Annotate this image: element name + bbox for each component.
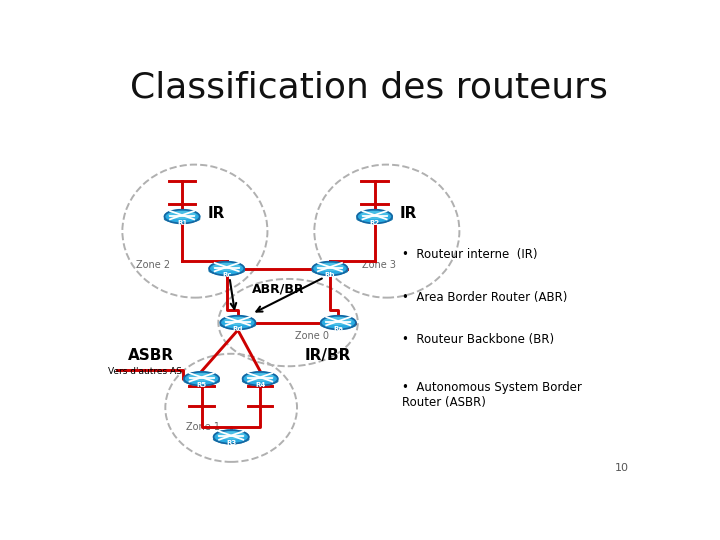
Text: •  Autonomous System Border
Router (ASBR): • Autonomous System Border Router (ASBR)	[402, 381, 582, 409]
Ellipse shape	[220, 316, 256, 329]
Text: R3: R3	[226, 440, 236, 446]
Ellipse shape	[214, 430, 248, 444]
Text: Classification des routeurs: Classification des routeurs	[130, 71, 608, 105]
Text: Zone 2: Zone 2	[136, 260, 170, 270]
Text: IR: IR	[207, 206, 225, 221]
Ellipse shape	[320, 316, 356, 329]
Ellipse shape	[312, 262, 348, 275]
Ellipse shape	[225, 318, 251, 325]
Ellipse shape	[164, 210, 199, 224]
Text: R2: R2	[369, 220, 379, 226]
Text: R4: R4	[255, 382, 266, 388]
Ellipse shape	[164, 215, 199, 222]
Ellipse shape	[168, 212, 195, 219]
Ellipse shape	[188, 374, 215, 381]
Text: •  Area Border Router (ABR): • Area Border Router (ABR)	[402, 292, 568, 305]
Text: ABR/BR: ABR/BR	[252, 282, 305, 295]
Text: 10: 10	[614, 463, 629, 473]
Text: Zone 0: Zone 0	[295, 331, 329, 341]
Ellipse shape	[317, 264, 343, 271]
Text: Rb: Rb	[325, 272, 336, 278]
Text: Vers d'autres AS: Vers d'autres AS	[108, 367, 181, 376]
Text: Ra: Ra	[333, 326, 343, 332]
Ellipse shape	[217, 432, 245, 439]
Text: R1: R1	[177, 220, 187, 226]
Ellipse shape	[184, 372, 219, 386]
Text: Zone 1: Zone 1	[186, 422, 220, 431]
Text: ASBR: ASBR	[128, 348, 174, 363]
Text: •  Routeur Backbone (BR): • Routeur Backbone (BR)	[402, 333, 554, 346]
Text: R5: R5	[197, 382, 207, 388]
Text: Rc: Rc	[222, 272, 231, 278]
Ellipse shape	[357, 210, 392, 224]
Text: Zone 3: Zone 3	[362, 260, 396, 270]
Ellipse shape	[357, 215, 392, 222]
Ellipse shape	[243, 372, 278, 386]
Ellipse shape	[209, 267, 244, 274]
Text: Rd: Rd	[233, 326, 243, 332]
Ellipse shape	[214, 436, 248, 443]
Ellipse shape	[247, 374, 274, 381]
Ellipse shape	[209, 262, 244, 275]
Ellipse shape	[243, 377, 278, 384]
Text: IR: IR	[400, 206, 417, 221]
Text: •  Routeur interne  (IR): • Routeur interne (IR)	[402, 248, 538, 261]
Text: IR/BR: IR/BR	[305, 348, 351, 363]
Ellipse shape	[213, 264, 240, 271]
Ellipse shape	[184, 377, 219, 384]
Ellipse shape	[220, 321, 256, 328]
Ellipse shape	[312, 267, 348, 274]
Ellipse shape	[325, 318, 351, 325]
Ellipse shape	[320, 321, 356, 328]
Ellipse shape	[361, 212, 388, 219]
